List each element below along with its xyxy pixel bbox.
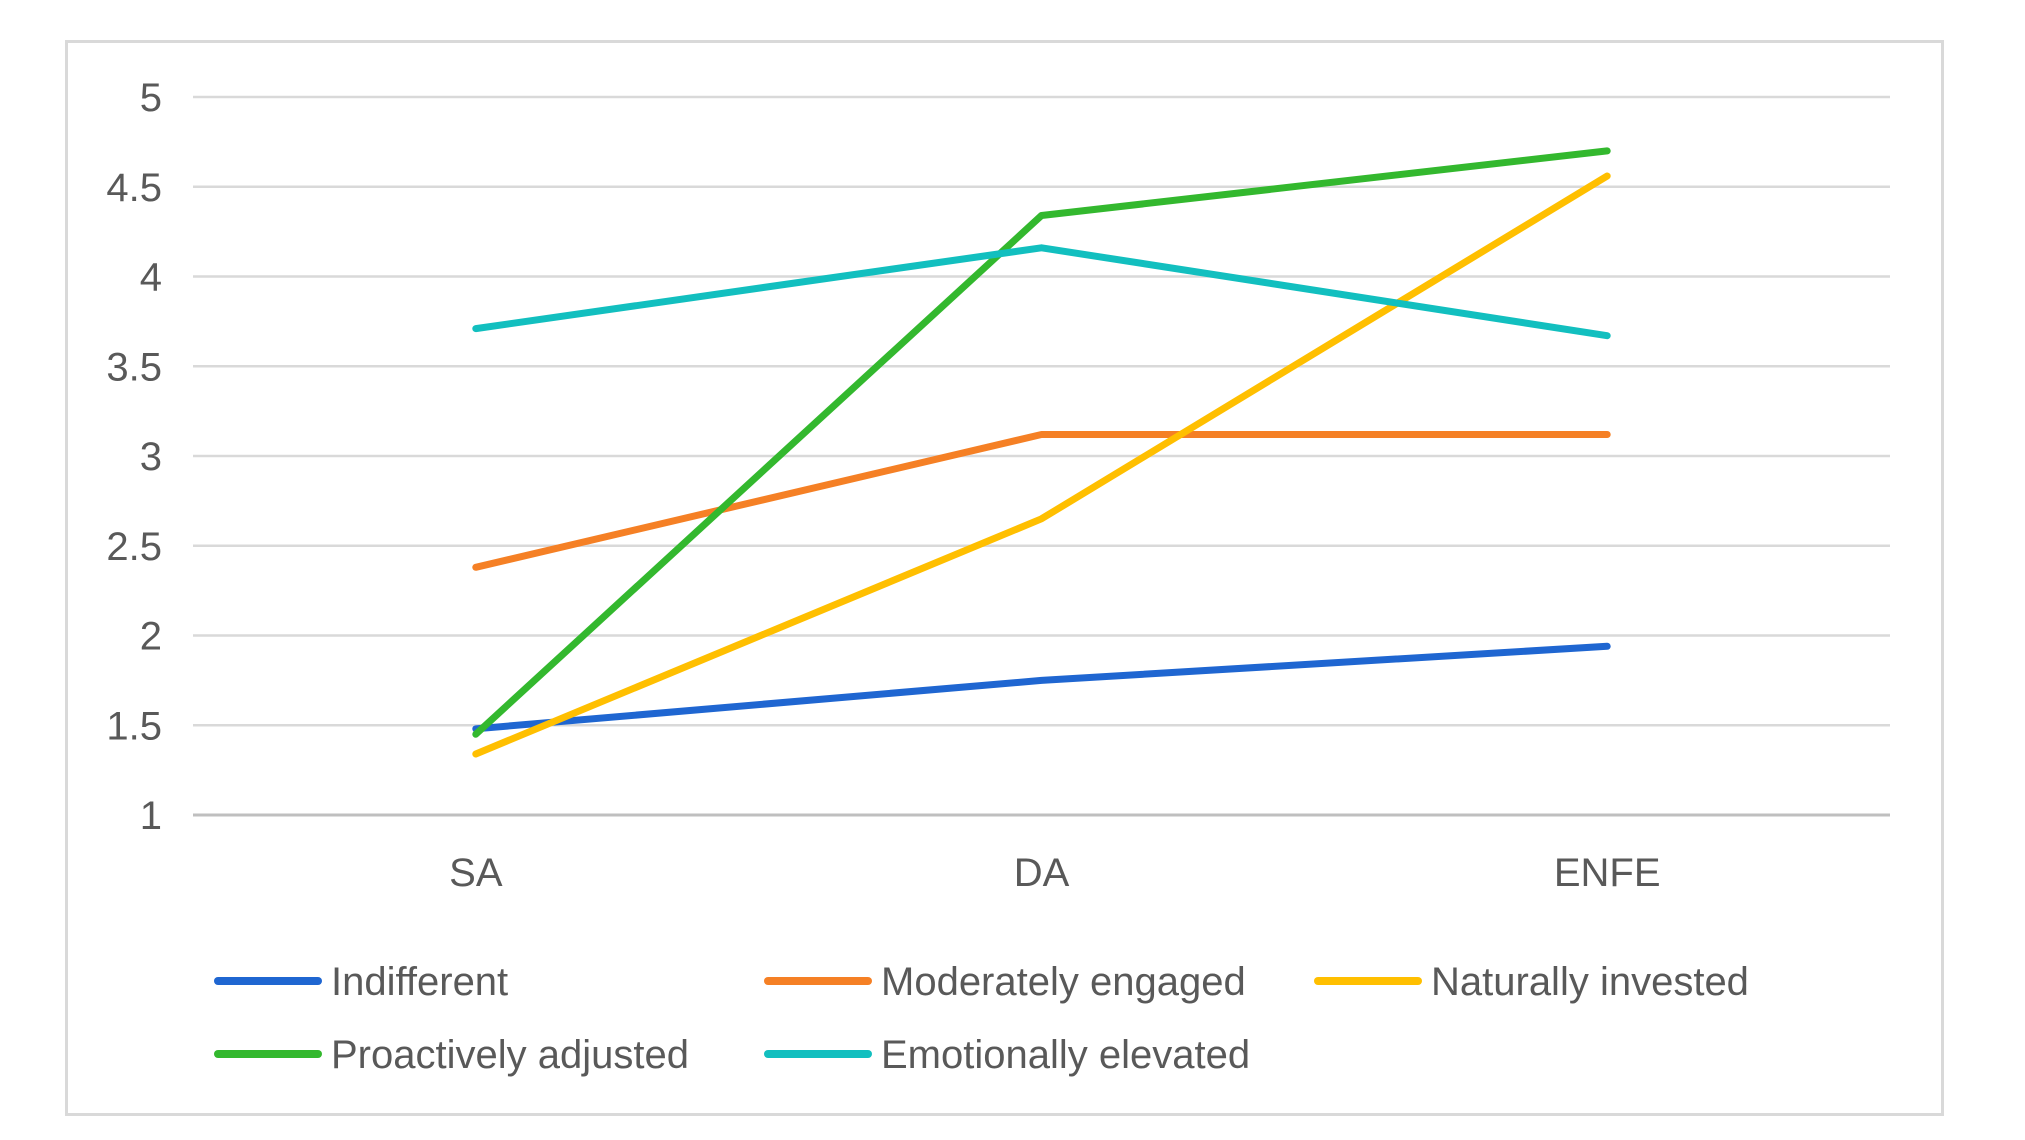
series-line-moderately-engaged — [472, 431, 1611, 571]
legend-label: Emotionally elevated — [881, 1033, 1250, 1077]
y-tick-label: 1.5 — [106, 704, 162, 748]
y-tick-label: 3 — [140, 435, 162, 479]
y-tick-label: 1 — [140, 794, 162, 838]
y-tick-label: 4 — [140, 256, 162, 300]
series-line-proactively-adjusted — [472, 147, 1611, 738]
x-axis-tick-labels: SA DA ENFE — [449, 851, 1660, 895]
legend-label: Moderately engaged — [881, 960, 1246, 1004]
y-tick-label: 3.5 — [106, 345, 162, 389]
series-line-indifferent — [472, 642, 1611, 733]
legend: Indifferent Moderately engaged Naturally i… — [214, 960, 1749, 1077]
y-tick-label: 2 — [140, 615, 162, 659]
x-tick-label: ENFE — [1554, 851, 1661, 895]
x-tick-label: DA — [1014, 851, 1070, 895]
legend-label: Naturally invested — [1431, 960, 1749, 1004]
y-axis-tick-labels: 1 1.5 2 2.5 3 3.5 4 4.5 5 — [106, 76, 162, 838]
series-line-naturally-invested — [472, 172, 1611, 758]
y-tick-label: 2.5 — [106, 525, 162, 569]
x-tick-label: SA — [449, 851, 503, 895]
series-line-emotionally-elevated — [472, 244, 1611, 340]
legend-label: Indifferent — [331, 960, 508, 1004]
series-lines — [472, 147, 1611, 758]
y-tick-label: 5 — [140, 76, 162, 120]
legend-label: Proactively adjusted — [331, 1033, 689, 1077]
chart-frame — [65, 40, 1944, 1116]
gridlines — [193, 95, 1890, 817]
y-tick-label: 4.5 — [106, 166, 162, 210]
